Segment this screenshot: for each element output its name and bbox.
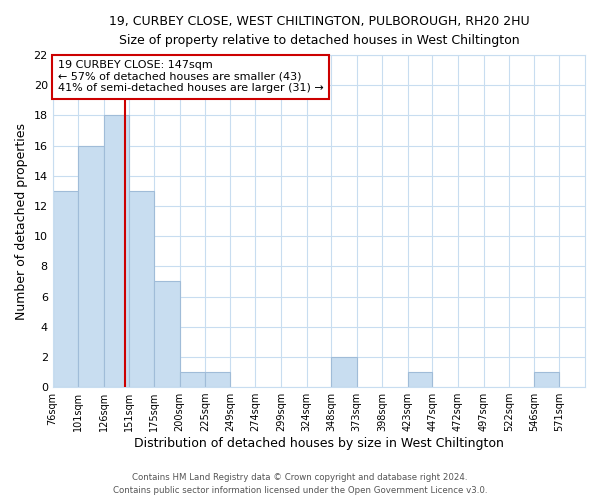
- Bar: [408, 372, 433, 387]
- Bar: [205, 372, 230, 387]
- Bar: [104, 116, 130, 387]
- X-axis label: Distribution of detached houses by size in West Chiltington: Distribution of detached houses by size …: [134, 437, 504, 450]
- Text: Contains HM Land Registry data © Crown copyright and database right 2024.
Contai: Contains HM Land Registry data © Crown c…: [113, 474, 487, 495]
- Bar: [154, 282, 179, 387]
- Bar: [130, 191, 154, 387]
- Bar: [534, 372, 559, 387]
- Y-axis label: Number of detached properties: Number of detached properties: [15, 122, 28, 320]
- Bar: [53, 191, 78, 387]
- Bar: [331, 357, 357, 387]
- Bar: [179, 372, 205, 387]
- Title: 19, CURBEY CLOSE, WEST CHILTINGTON, PULBOROUGH, RH20 2HU
Size of property relati: 19, CURBEY CLOSE, WEST CHILTINGTON, PULB…: [109, 15, 529, 47]
- Bar: [78, 146, 104, 387]
- Text: 19 CURBEY CLOSE: 147sqm
← 57% of detached houses are smaller (43)
41% of semi-de: 19 CURBEY CLOSE: 147sqm ← 57% of detache…: [58, 60, 324, 94]
